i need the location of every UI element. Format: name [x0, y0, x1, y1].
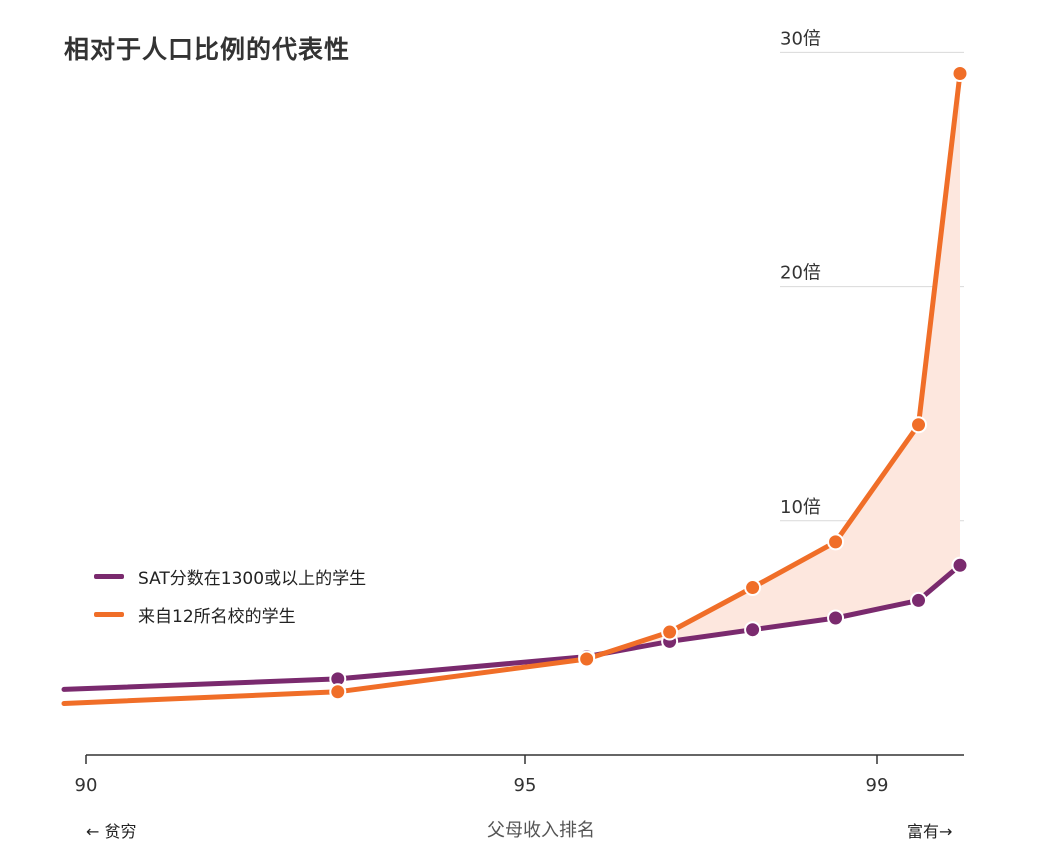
- gridlines: 10倍 20倍 30倍: [780, 28, 964, 522]
- series-1-point-3: [661, 623, 679, 641]
- series-1-point-6: [910, 416, 928, 434]
- y-tick-label-20: 20倍: [780, 263, 821, 284]
- legend-item-elite: 来自12所名校的学生: [94, 595, 366, 633]
- series-lines: [61, 71, 963, 706]
- legend: SAT分数在1300或以上的学生 来自12所名校的学生: [94, 557, 366, 633]
- series-1-point-4: [744, 579, 762, 597]
- series-1-point-1: [329, 683, 347, 701]
- legend-swatch-sat: [94, 573, 124, 579]
- legend-label-sat: SAT分数在1300或以上的学生: [138, 568, 367, 589]
- x-axis-label: 父母收入排名: [487, 820, 595, 841]
- series-1-point-7: [951, 64, 969, 82]
- series-points: [329, 64, 969, 701]
- series-1-point-5: [827, 533, 845, 551]
- chart-title: 相对于人口比例的代表性: [64, 35, 351, 64]
- series-0-point-7: [951, 556, 969, 574]
- series-0-point-4: [744, 621, 762, 639]
- legend-swatch-elite: [94, 611, 124, 617]
- x-tick-label-90: 90: [75, 775, 98, 796]
- shaded-gap: [603, 73, 960, 654]
- legend-item-sat: SAT分数在1300或以上的学生: [94, 557, 366, 595]
- x-axis: 90 95 99: [75, 754, 964, 796]
- x-left-note: ← 贫穷: [86, 822, 137, 841]
- series-0-point-6: [910, 591, 928, 609]
- gap-area: [603, 73, 960, 654]
- series-0-point-5: [827, 609, 845, 627]
- x-tick-label-99: 99: [866, 775, 889, 796]
- legend-label-elite: 来自12所名校的学生: [138, 606, 296, 627]
- series-1-point-2: [578, 650, 596, 668]
- x-right-note: 富有→: [907, 822, 953, 841]
- y-tick-label-30: 30倍: [780, 28, 821, 49]
- x-tick-label-95: 95: [514, 775, 537, 796]
- series-line-1: [61, 71, 963, 706]
- series-line-0: [61, 562, 963, 692]
- y-tick-label-10: 10倍: [780, 497, 821, 518]
